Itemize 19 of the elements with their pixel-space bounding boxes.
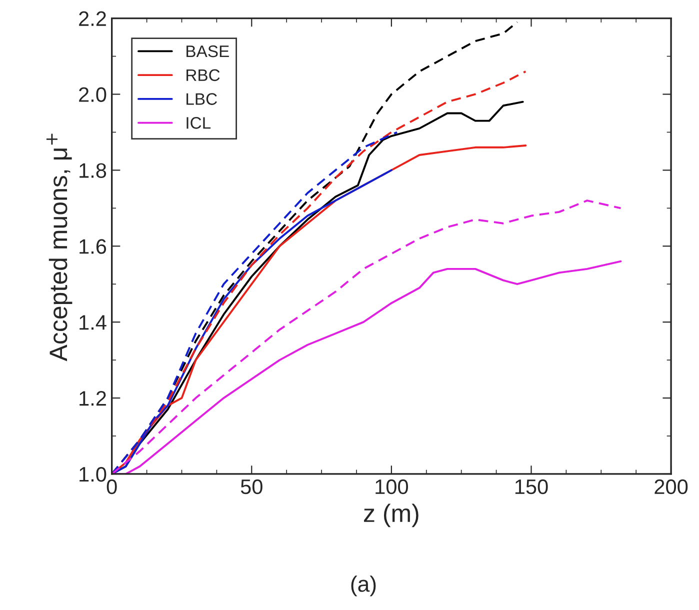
y-tick-label: 1.2 — [80, 391, 106, 406]
y-tick-label: 2.2 — [79, 11, 106, 26]
x-tick-label: 100 — [376, 479, 408, 494]
legend-label: ICL — [186, 117, 211, 129]
y-tick-label: 1.4 — [80, 315, 106, 330]
x-tick-label: 50 — [240, 479, 262, 494]
x-tick-label: 150 — [515, 479, 548, 494]
y-tick-label: 1.0 — [80, 466, 106, 482]
legend-label: BASE — [186, 45, 229, 58]
x-tick-label: 200 — [654, 479, 688, 494]
y-tick-label: 2.0 — [79, 87, 106, 102]
y-tick-label: 1.6 — [80, 239, 106, 254]
legend-label: RBC — [186, 69, 220, 82]
legend-label: LBC — [186, 93, 217, 105]
y-tick-label: 1.8 — [80, 163, 106, 178]
x-axis-title: z (m) — [364, 504, 418, 528]
text: (a) — [351, 576, 376, 596]
y-axis-title: Accepted muons, μ$^{+}$ — [46, 134, 72, 362]
x-tick-label: 0 — [106, 479, 117, 494]
